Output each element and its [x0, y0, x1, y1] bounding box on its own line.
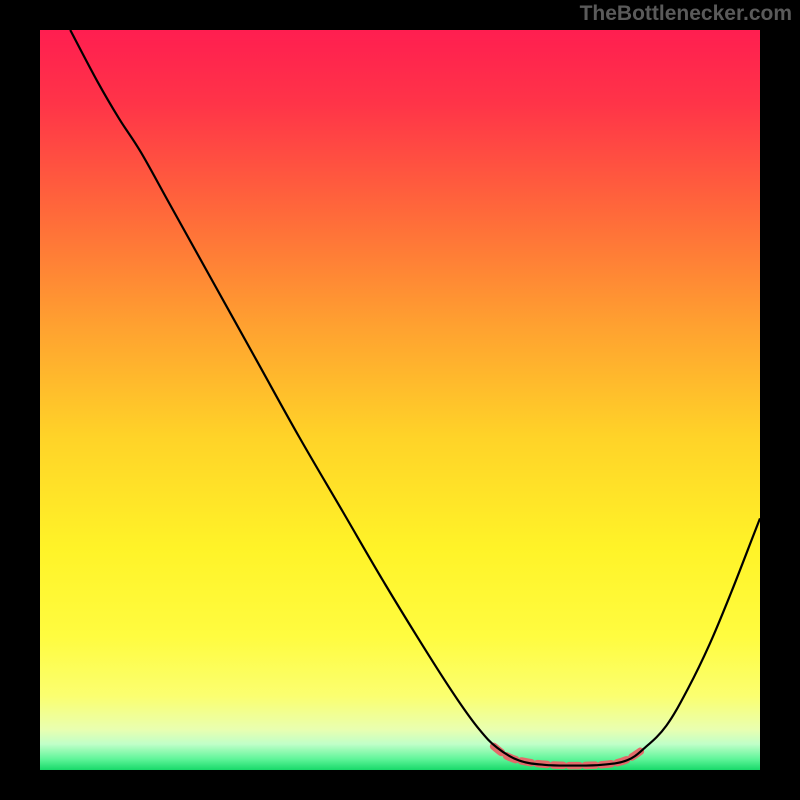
bottleneck-curve: [70, 30, 760, 766]
curve-layer: [40, 30, 760, 770]
watermark-text: TheBottlenecker.com: [580, 2, 792, 26]
plot-region: [40, 30, 760, 770]
